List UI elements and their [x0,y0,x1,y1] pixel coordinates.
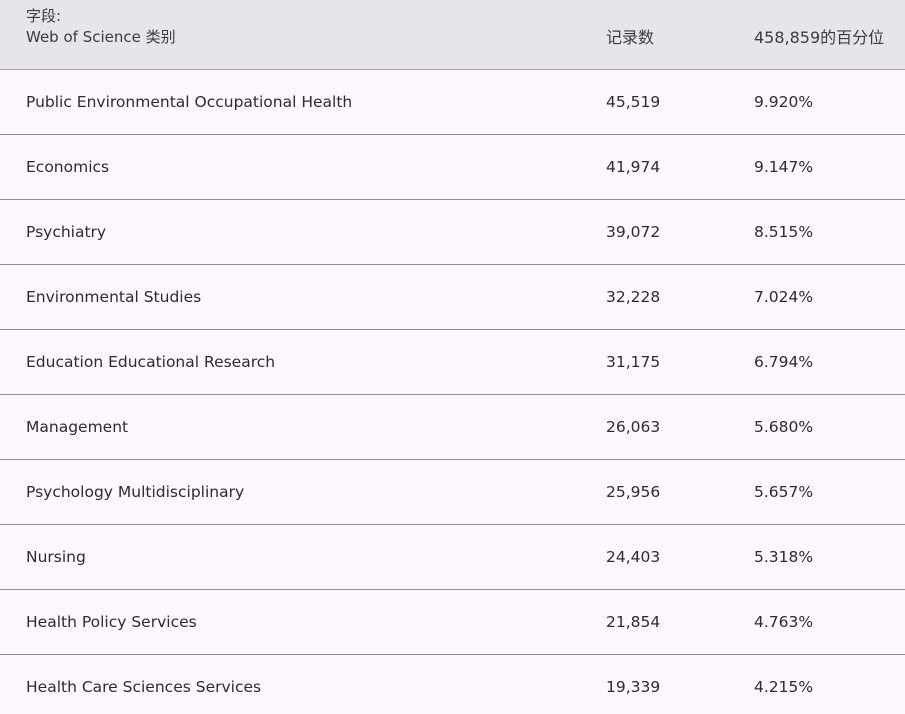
percentage: 4.763% [754,613,814,631]
percentage: 5.680% [754,418,814,436]
table-row[interactable]: Health Care Sciences Services 19,339 4.2… [0,655,905,714]
percentage: 9.147% [754,158,814,176]
table-row[interactable]: Environmental Studies 32,228 7.024% [0,265,905,330]
category-name: Environmental Studies [26,288,202,306]
percentage: 5.318% [754,548,814,566]
field-name: Web of Science 类别 [26,28,176,46]
category-name: Health Care Sciences Services [26,678,262,696]
record-count: 25,956 [606,483,661,501]
table-row[interactable]: Management 26,063 5.680% [0,395,905,460]
table-row[interactable]: Nursing 24,403 5.318% [0,525,905,590]
field-label: 字段: [26,7,62,25]
record-count: 21,854 [606,613,661,631]
category-name: Education Educational Research [26,353,276,371]
percentage: 7.024% [754,288,814,306]
category-name: Nursing [26,548,86,566]
percentage: 5.657% [754,483,814,501]
category-name: Economics [26,158,110,176]
percentage: 8.515% [754,223,814,241]
field-column-header[interactable]: 字段: Web of Science 类别 [26,6,176,48]
category-name: Health Policy Services [26,613,197,631]
table-row[interactable]: Psychology Multidisciplinary 25,956 5.65… [0,460,905,525]
record-count: 39,072 [606,223,661,241]
percentage: 9.920% [754,93,814,111]
table-row[interactable]: Psychiatry 39,072 8.515% [0,200,905,265]
category-name: Management [26,418,129,436]
percent-column-header[interactable]: 458,859的百分位 [754,28,885,47]
table-row[interactable]: Economics 41,974 9.147% [0,135,905,200]
count-column-header[interactable]: 记录数 [606,28,655,47]
table-header: 字段: Web of Science 类别 记录数 458,859的百分位 [0,0,905,70]
category-name: Public Environmental Occupational Health [26,93,353,111]
record-count: 45,519 [606,93,661,111]
category-name: Psychology Multidisciplinary [26,483,245,501]
table-row[interactable]: Health Policy Services 21,854 4.763% [0,590,905,655]
percentage: 4.215% [754,678,814,696]
table-row[interactable]: Education Educational Research 31,175 6.… [0,330,905,395]
category-name: Psychiatry [26,223,107,241]
record-count: 31,175 [606,353,661,371]
record-count: 26,063 [606,418,661,436]
record-count: 24,403 [606,548,661,566]
percentage: 6.794% [754,353,814,371]
record-count: 41,974 [606,158,661,176]
record-count: 32,228 [606,288,661,306]
record-count: 19,339 [606,678,661,696]
table-row[interactable]: Public Environmental Occupational Health… [0,70,905,135]
